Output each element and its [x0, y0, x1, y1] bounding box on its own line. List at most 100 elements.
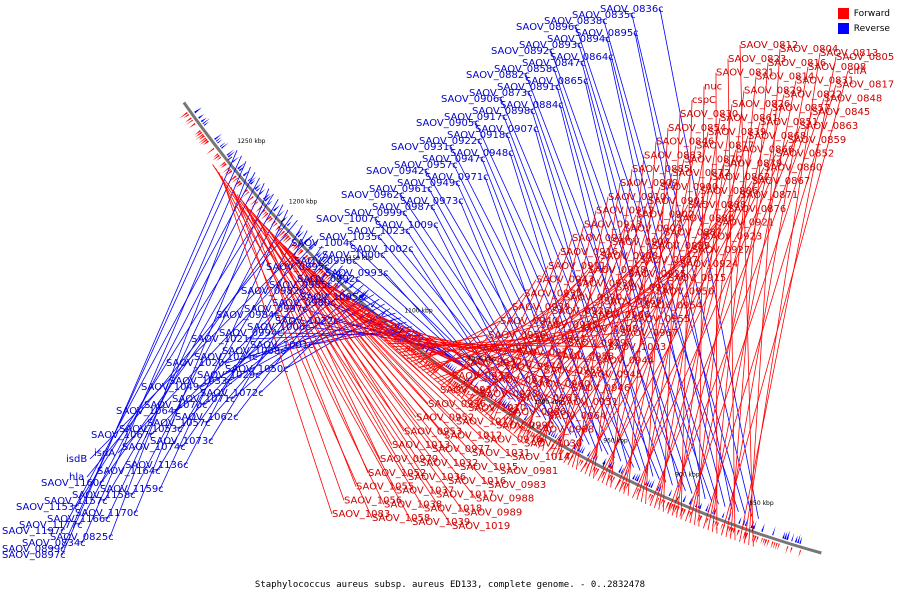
reverse-label-line [131, 204, 284, 496]
forward-gene-arrow [610, 476, 616, 485]
tick-label: 1200 kbp [289, 198, 317, 205]
forward-gene-label: SAOV_0909 [620, 178, 678, 189]
reverse-gene-arrow [786, 530, 790, 541]
reverse-gene-label: SAOV_0865c [525, 76, 589, 87]
forward-gene-label: SAOV_1038 [384, 499, 442, 510]
reverse-gene-label: SAOV_1009c [375, 220, 439, 231]
reverse-gene-arrow [336, 269, 344, 277]
forward-gene-label: SAOV_1011 [456, 417, 514, 428]
forward-label-line [671, 108, 773, 516]
reverse-gene-label: SAOV_0987c [372, 202, 436, 213]
forward-gene-label: SAOV_0913 [584, 219, 642, 230]
reverse-label-line [231, 284, 364, 400]
forward-label-line [362, 321, 545, 371]
forward-gene-arrow [260, 212, 269, 220]
reverse-gene-arrow [278, 210, 285, 217]
reverse-label-line [109, 166, 251, 538]
forward-gene-label: SAOV_0816 [768, 58, 826, 69]
reverse-label-line [61, 172, 256, 532]
reverse-gene-arrow [782, 531, 786, 539]
forward-gene-arrow [521, 427, 526, 434]
reverse-label-line [106, 183, 265, 520]
forward-gene-arrow [549, 443, 555, 452]
reverse-gene-arrow [508, 404, 514, 411]
tick-mark [280, 217, 286, 222]
forward-gene-label: SAOV_0920 [564, 292, 622, 303]
forward-gene-arrow [449, 380, 456, 388]
forward-gene-arrow [199, 138, 208, 145]
forward-gene-label: SAOV_0839 [708, 127, 766, 138]
forward-swatch [837, 8, 849, 19]
forward-gene-label: SAOV_0900 [660, 182, 718, 193]
forward-label-line [329, 292, 561, 403]
forward-label-line [730, 62, 769, 539]
reverse-gene-label: SAOV_1033c [169, 376, 233, 387]
forward-gene-arrow [195, 131, 203, 138]
forward-gene-label: SAOV_0976 [484, 434, 542, 445]
forward-gene-arrow [300, 254, 309, 262]
reverse-gene-arrow [282, 216, 289, 222]
reverse-gene-label: SAOV_0918c [447, 130, 511, 141]
reverse-gene-arrow [452, 365, 458, 373]
forward-gene-arrow [473, 397, 479, 405]
forward-gene-arrow [620, 481, 626, 491]
reverse-gene-label: SAOV_0906c [441, 94, 505, 105]
forward-gene-label: SAOV_0889 [652, 241, 710, 252]
reverse-gene-arrow [264, 194, 273, 202]
reverse-gene-arrow [237, 162, 246, 170]
reverse-gene-arrow [494, 395, 499, 402]
reverse-label-line [228, 298, 380, 382]
forward-label-line [465, 277, 669, 402]
forward-gene-label: SAOV_0867 [752, 176, 810, 187]
reverse-gene-arrow [554, 431, 559, 439]
forward-gene-arrow [673, 505, 678, 514]
forward-gene-label: SAOV_1037 [396, 486, 454, 497]
reverse-gene-arrow [794, 535, 798, 543]
forward-gene-arrow [206, 147, 215, 155]
forward-gene-arrow [288, 241, 296, 250]
forward-gene-arrow [302, 256, 310, 264]
forward-gene-arrow [705, 518, 709, 525]
forward-gene-label: SAOV_1003 [608, 342, 666, 353]
forward-gene-arrow [562, 451, 568, 461]
reverse-gene-arrow [202, 117, 211, 125]
reverse-gene-arrow [215, 136, 222, 142]
forward-label-line [224, 179, 465, 513]
forward-label-line [344, 305, 573, 389]
forward-gene-label: SAOV_0929 [568, 338, 626, 349]
reverse-gene-label: SAOV_1029c [197, 370, 261, 381]
reverse-gene-label: SAOV_0873c [469, 88, 533, 99]
reverse-gene-arrow [688, 495, 694, 505]
reverse-label-line [525, 74, 686, 491]
forward-label-line [472, 269, 589, 408]
forward-gene-label: SAOV_0823 [728, 54, 786, 65]
forward-gene-label: SAOV_0812 [740, 40, 798, 51]
forward-gene-label: SAOV_1014 [512, 452, 570, 463]
forward-gene-arrow [688, 511, 693, 519]
reverse-gene-arrow [523, 412, 530, 421]
tick-label: 900 kbp [675, 471, 700, 478]
reverse-gene-label: SAOV_0980c [272, 298, 336, 309]
reverse-gene-label: SAOV_0834c [22, 538, 86, 549]
reverse-gene-arrow [317, 251, 324, 258]
reverse-label-line [100, 214, 293, 484]
reverse-gene-arrow [636, 473, 641, 482]
tick-label: 1000 kbp [534, 399, 562, 406]
reverse-gene-arrow [360, 291, 368, 299]
forward-gene-arrow [212, 154, 220, 161]
forward-label-line [291, 254, 485, 440]
forward-label-line [358, 318, 585, 375]
reverse-label-line [528, 92, 667, 483]
forward-gene-arrow [488, 406, 494, 415]
forward-gene-label: SAOV_0975 [492, 375, 550, 386]
forward-label-line [559, 196, 609, 461]
forward-label-line [703, 84, 837, 529]
reverse-gene-label: SAOV_0993c [325, 268, 389, 279]
reverse-gene-arrow [648, 480, 652, 488]
forward-label-line [614, 153, 777, 490]
forward-gene-label: SAOV_0960 [532, 379, 590, 390]
forward-gene-arrow [766, 539, 770, 548]
reverse-label-line [134, 188, 270, 514]
forward-gene-arrow [198, 134, 205, 140]
